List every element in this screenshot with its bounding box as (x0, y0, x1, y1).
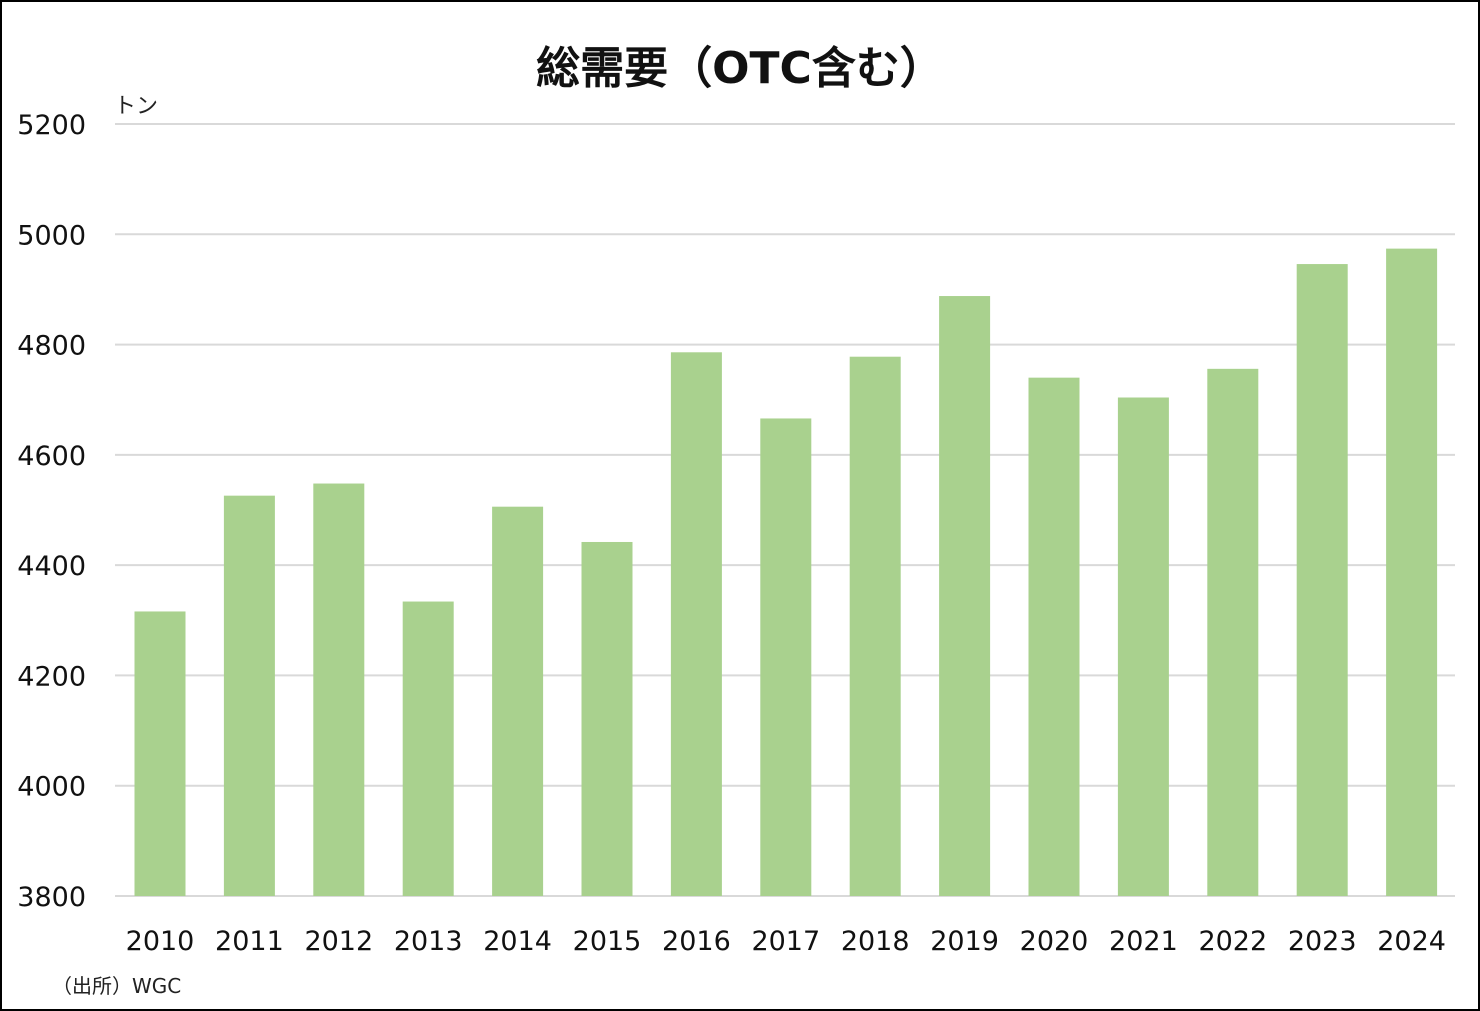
bar-2019 (939, 296, 991, 896)
bar-2015 (581, 541, 633, 896)
x-tick-label: 2018 (841, 926, 910, 957)
y-tick-label: 4200 (17, 661, 86, 692)
x-tick-label: 2019 (930, 926, 999, 957)
x-tick-label: 2013 (394, 926, 463, 957)
y-tick-label: 4000 (17, 772, 86, 803)
bar-2024 (1386, 248, 1438, 896)
x-axis-ticks: 2010 2011 2012 2013 2014 2015 2016 2017 2018 2019… (126, 926, 1446, 957)
y-tick-label: 3800 (17, 882, 86, 913)
bar-2013 (402, 601, 454, 896)
y-tick-label: 4400 (17, 551, 86, 582)
source-note: （出所）WGC (52, 974, 182, 998)
x-tick-label: 2022 (1198, 926, 1267, 957)
chart-title: 総需要（OTC含む） (536, 43, 944, 94)
bar-2010 (134, 611, 186, 896)
bar-2018 (849, 356, 901, 896)
y-axis-unit-label: トン (114, 94, 159, 119)
bar-2023 (1296, 264, 1348, 896)
bar-2011 (223, 495, 275, 896)
x-tick-label: 2015 (573, 926, 642, 957)
bar-2020 (1028, 377, 1080, 897)
y-tick-label: 5200 (17, 110, 86, 141)
x-tick-label: 2012 (304, 926, 373, 957)
x-tick-label: 2023 (1288, 926, 1357, 957)
bar-2014 (492, 506, 544, 896)
y-tick-label: 4600 (17, 441, 86, 472)
x-tick-label: 2011 (215, 926, 284, 957)
bar-2012 (313, 483, 365, 896)
x-tick-label: 2020 (1020, 926, 1089, 957)
x-tick-label: 2010 (126, 926, 195, 957)
x-tick-label: 2014 (483, 926, 552, 957)
y-axis-ticks: 3800 4000 4200 4400 4600 4800 5000 5200 (17, 110, 86, 913)
bar-2022 (1207, 368, 1259, 896)
x-tick-label: 2024 (1377, 926, 1446, 957)
y-tick-label: 5000 (17, 220, 86, 251)
bar-2017 (760, 418, 812, 896)
x-tick-label: 2016 (662, 926, 731, 957)
bars (134, 248, 1438, 897)
bar-2016 (670, 352, 722, 896)
x-tick-label: 2017 (751, 926, 820, 957)
x-tick-label: 2021 (1109, 926, 1178, 957)
y-tick-label: 4800 (17, 331, 86, 362)
bar-2021 (1117, 397, 1169, 896)
